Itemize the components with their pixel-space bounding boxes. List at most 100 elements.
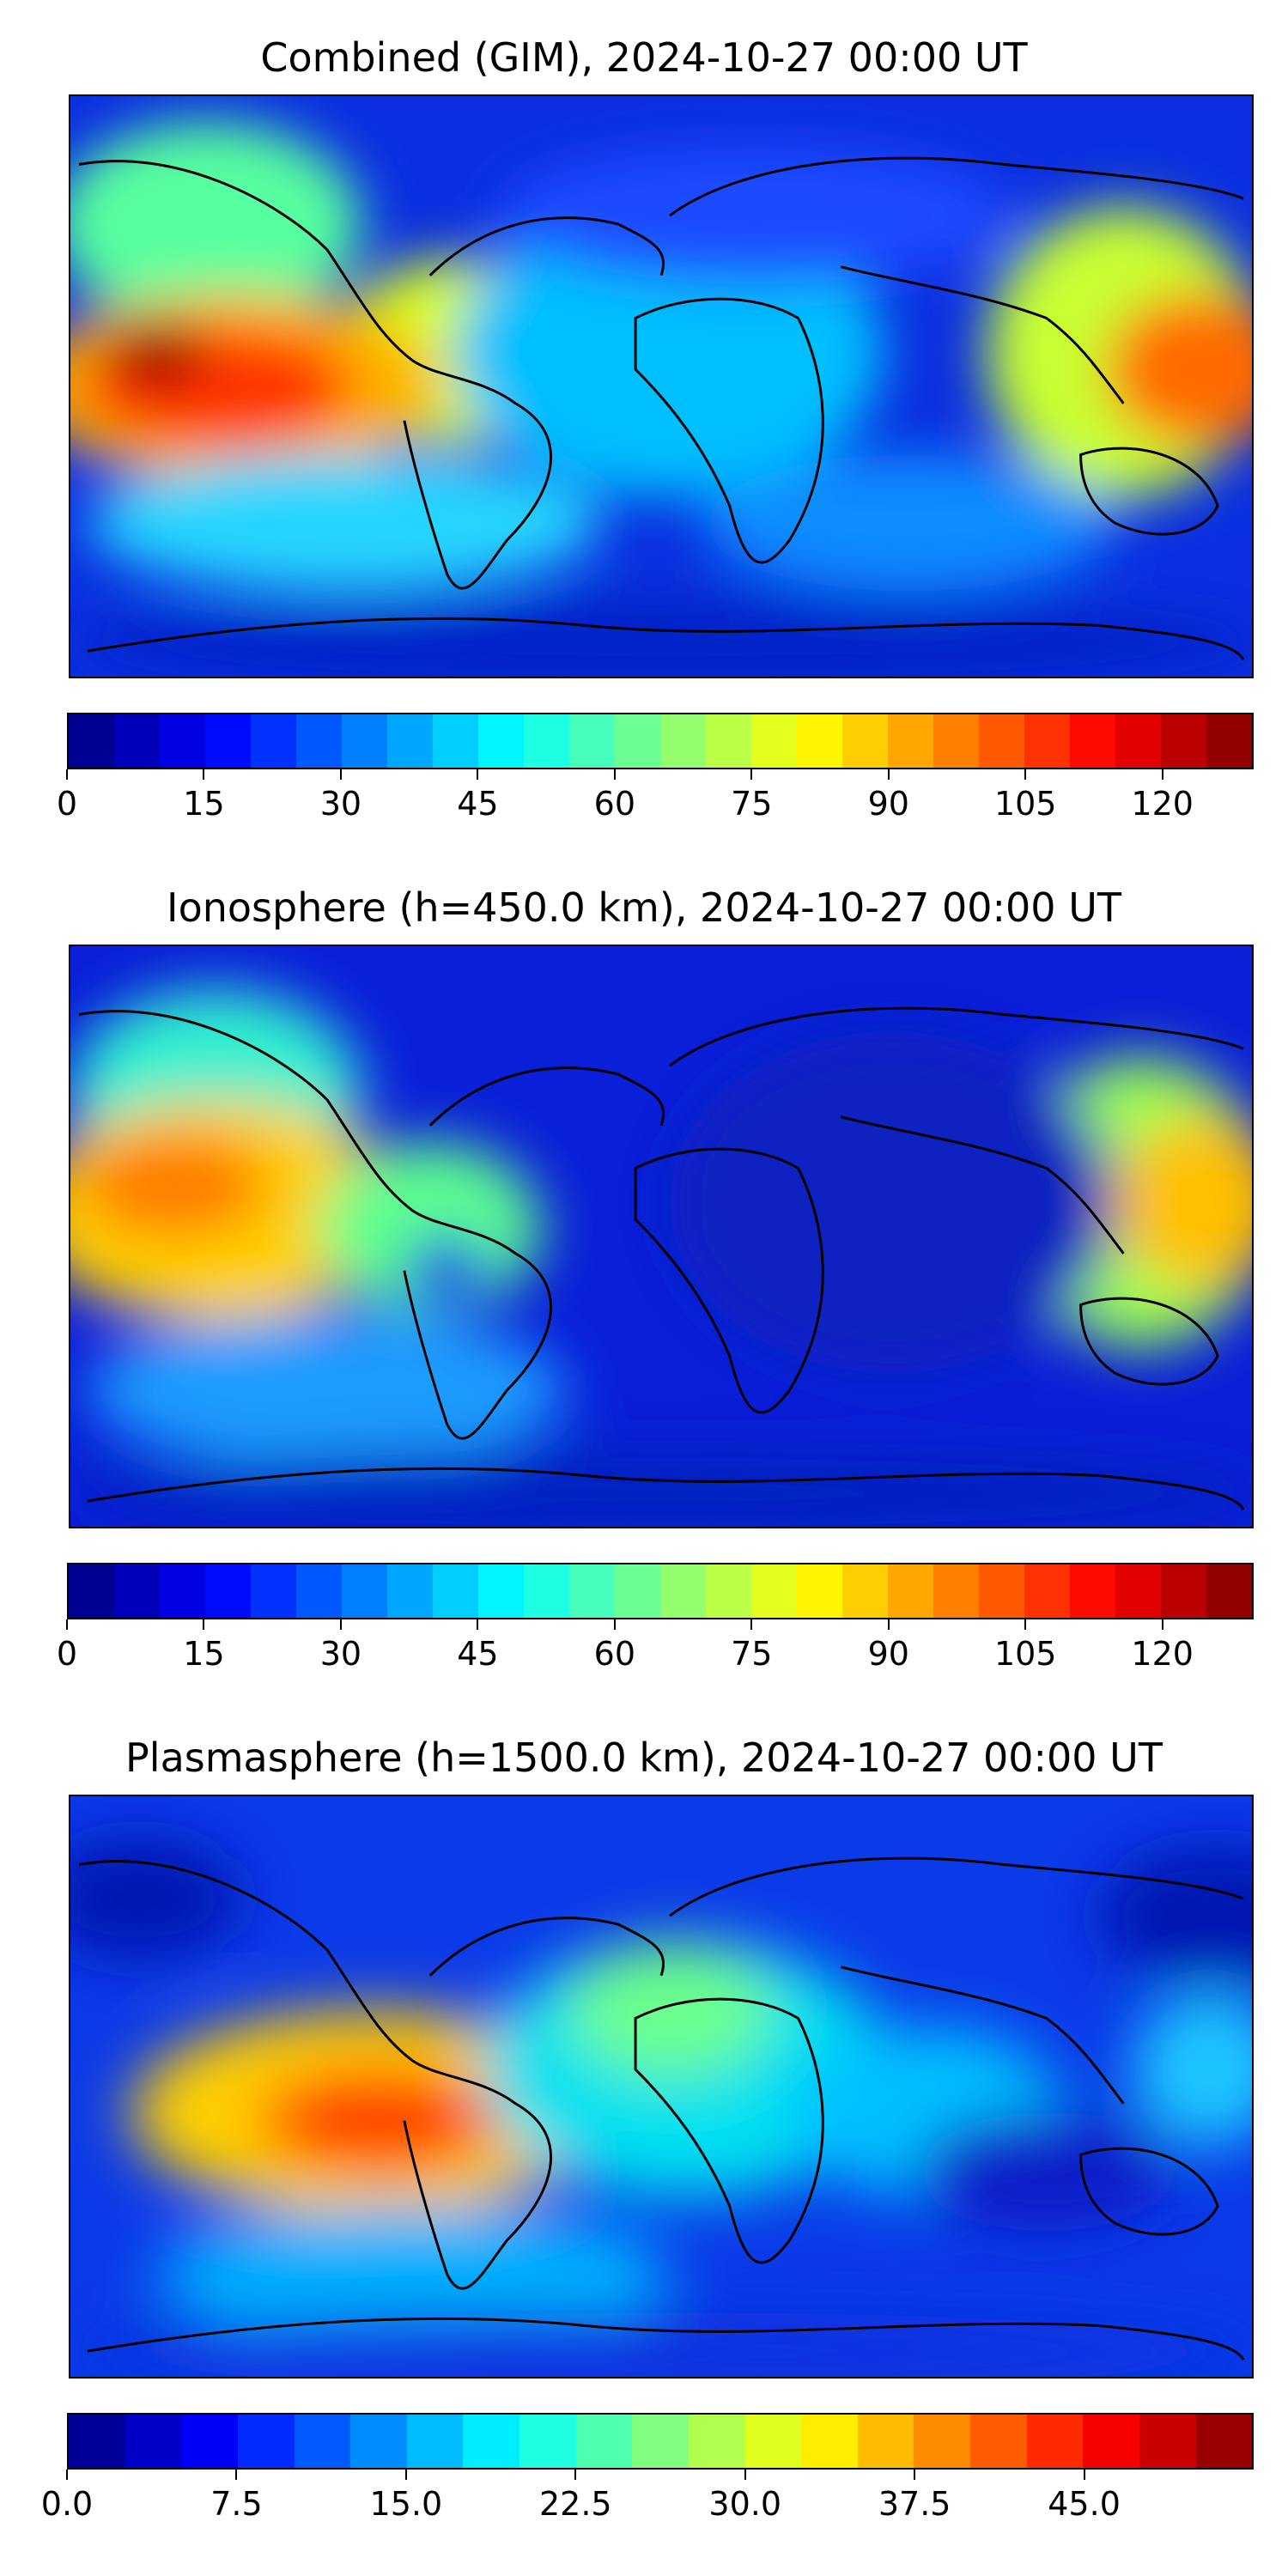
colorbar-tick-label: 75	[731, 1635, 773, 1673]
colorbar-segment	[933, 1564, 979, 1618]
colorbar-segment	[751, 714, 797, 768]
colorbar-segment	[478, 714, 524, 768]
colorbar-segment	[706, 1564, 751, 1618]
colorbar-segment	[660, 1564, 706, 1618]
colorbar-tick	[235, 2470, 238, 2480]
colorbar-segment	[205, 1564, 251, 1618]
colorbar-segment	[342, 714, 387, 768]
colorbar-segment	[350, 2415, 407, 2468]
colorbar-segment	[1139, 2415, 1196, 2468]
colorbar-segment	[888, 1564, 933, 1618]
colorbar-segment	[1161, 714, 1206, 768]
tec-map	[70, 1796, 1252, 2377]
colorbar-segment	[342, 1564, 387, 1618]
colorbar-segment	[888, 714, 933, 768]
colorbar-segment	[632, 2415, 689, 2468]
colorbar-segment	[296, 1564, 342, 1618]
colorbar	[67, 2413, 1254, 2470]
colorbar-segment	[1161, 1564, 1206, 1618]
colorbar-segment	[1115, 714, 1161, 768]
colorbar-segment	[1070, 714, 1115, 768]
colorbar-segment	[801, 2415, 858, 2468]
colorbar-tick	[613, 769, 616, 780]
colorbar-tick	[887, 1619, 890, 1630]
colorbar-tick-label: 105	[993, 785, 1057, 823]
colorbar-tick	[339, 1619, 342, 1630]
colorbar	[67, 1563, 1254, 1619]
colorbar-segment	[1026, 2415, 1084, 2468]
colorbar-segment	[842, 714, 888, 768]
colorbar-tick-label: 0	[56, 785, 78, 823]
colorbar-segment	[69, 1564, 114, 1618]
colorbar-segment	[914, 2415, 970, 2468]
colorbar-segment	[433, 1564, 478, 1618]
colorbar-segment	[160, 714, 205, 768]
colorbar-segment	[478, 1564, 524, 1618]
colorbar-segment	[69, 714, 114, 768]
colorbar-segment	[706, 714, 751, 768]
colorbar-segment	[251, 1564, 296, 1618]
panel-title: Plasmasphere (h=1500.0 km), 2024-10-27 0…	[125, 1735, 1163, 1781]
colorbar-segment	[797, 714, 842, 768]
colorbar-tick-label: 22.5	[538, 2485, 612, 2523]
colorbar-segment	[387, 714, 433, 768]
colorbar-segment	[615, 714, 660, 768]
colorbar-segment	[1024, 1564, 1070, 1618]
colorbar-tick-label: 120	[1131, 1635, 1194, 1673]
colorbar-tick-label: 15	[183, 1635, 225, 1673]
colorbar-segment	[463, 2415, 519, 2468]
colorbar-ticks: 0.0 7.5 15.0 22.5 30.0 37.5 45.0	[41, 2470, 1254, 2523]
colorbar-tick	[1024, 1619, 1027, 1630]
colorbar-segment	[842, 1564, 888, 1618]
colorbar-tick	[66, 769, 68, 780]
coastlines	[78, 1006, 1245, 1510]
colorbar-tick-label: 105	[993, 1635, 1057, 1673]
colorbar-segment	[181, 2415, 238, 2468]
colorbar-segment	[205, 714, 251, 768]
map-ionosphere	[69, 945, 1254, 1528]
colorbar-segment	[1195, 2415, 1253, 2468]
colorbar-segment	[751, 1564, 797, 1618]
colorbar-tick-label: 45.0	[1048, 2485, 1121, 2523]
colorbar-tick-label: 60	[593, 785, 636, 823]
panel-title: Combined (GIM), 2024-10-27 00:00 UT	[260, 34, 1028, 81]
colorbar-segment	[1070, 1564, 1115, 1618]
colorbar-tick-label: 15.0	[369, 2485, 443, 2523]
colorbar-segment	[1206, 1564, 1252, 1618]
colorbar-tick	[574, 2470, 577, 2480]
colorbar-tick	[750, 1619, 753, 1630]
colorbar-tick	[477, 769, 479, 780]
colorbar-segment	[1115, 1564, 1161, 1618]
colorbar-segment	[114, 714, 160, 768]
colorbar-tick	[66, 2470, 68, 2480]
coastlines	[78, 1856, 1245, 2360]
colorbar-segment	[660, 714, 706, 768]
colorbar-tick-label: 75	[731, 785, 773, 823]
map-plasmasphere	[69, 1795, 1254, 2379]
colorbar-segment	[797, 1564, 842, 1618]
colorbar	[67, 713, 1254, 769]
colorbar-tick	[477, 1619, 479, 1630]
colorbar-tick	[404, 2470, 407, 2480]
colorbar-segment	[114, 1564, 160, 1618]
colorbar-tick-label: 30.0	[708, 2485, 782, 2523]
colorbar-tick	[1024, 769, 1027, 780]
colorbar-segment	[406, 2415, 464, 2468]
colorbar-tick-label: 90	[867, 1635, 909, 1673]
colorbar-tick-label: 0	[56, 1635, 78, 1673]
colorbar-tick-label: 7.5	[210, 2485, 263, 2523]
colorbar-segment	[524, 714, 569, 768]
colorbar-segment	[857, 2415, 914, 2468]
colorbar-segment	[519, 2415, 576, 2468]
colorbar-segment	[615, 1564, 660, 1618]
colorbar-tick	[1161, 769, 1163, 780]
colorbar-tick	[1083, 2470, 1085, 2480]
colorbar-tick-label: 15	[183, 785, 225, 823]
colorbar-segment	[69, 2415, 125, 2468]
colorbar-segment	[251, 714, 296, 768]
colorbar-tick	[750, 769, 753, 780]
coastlines	[78, 156, 1245, 660]
colorbar-segment	[970, 2415, 1027, 2468]
colorbar-tick	[203, 769, 205, 780]
colorbar-segment	[387, 1564, 433, 1618]
